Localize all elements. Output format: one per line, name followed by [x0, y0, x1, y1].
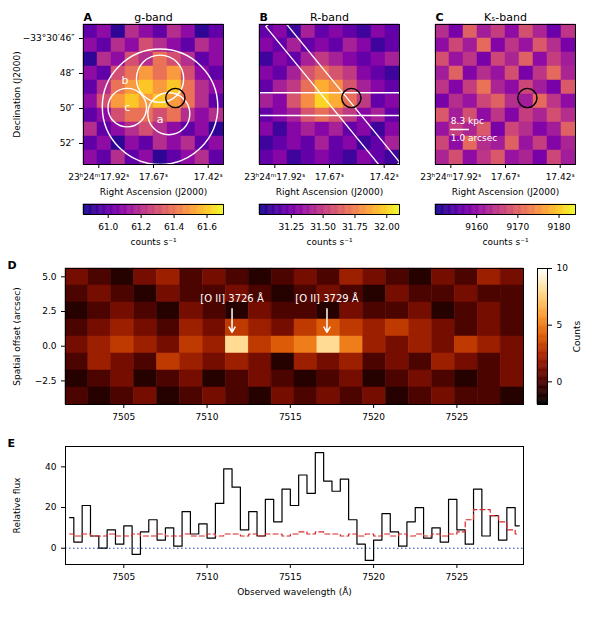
- svg-text:5.0: 5.0: [42, 272, 57, 282]
- svg-text:52″: 52″: [60, 138, 75, 148]
- svg-text:Right Ascension (J2000): Right Ascension (J2000): [276, 187, 383, 197]
- svg-text:7525: 7525: [445, 572, 468, 582]
- svg-text:0: 0: [557, 377, 563, 387]
- svg-text:31.50: 31.50: [310, 222, 336, 232]
- svg-text:61.6: 61.6: [197, 222, 217, 232]
- svg-text:Observed wavelength (Å): Observed wavelength (Å): [237, 586, 352, 597]
- svg-text:7515: 7515: [279, 412, 302, 422]
- svg-text:Right Ascension (J2000): Right Ascension (J2000): [452, 187, 559, 197]
- svg-text:20: 20: [45, 502, 57, 512]
- svg-text:7510: 7510: [196, 412, 219, 422]
- svg-text:7505: 7505: [112, 412, 135, 422]
- svg-text:9160: 9160: [465, 222, 488, 232]
- svg-text:61.4: 61.4: [164, 222, 184, 232]
- svg-text:17.67ˢ: 17.67ˢ: [315, 172, 344, 182]
- svg-text:7525: 7525: [445, 412, 468, 422]
- svg-text:Relative flux: Relative flux: [12, 477, 22, 534]
- svg-text:counts s⁻¹: counts s⁻¹: [131, 237, 177, 247]
- svg-text:61.0: 61.0: [98, 222, 118, 232]
- svg-text:c: c: [124, 101, 130, 114]
- svg-text:17.67ˢ: 17.67ˢ: [491, 172, 520, 182]
- svg-text:Counts: Counts: [572, 320, 582, 352]
- svg-text:g-band: g-band: [134, 11, 173, 24]
- svg-text:7520: 7520: [362, 412, 385, 422]
- svg-text:17.42ˢ: 17.42ˢ: [194, 172, 223, 182]
- svg-text:C: C: [436, 11, 444, 24]
- svg-text:Kₛ-band: Kₛ-band: [484, 11, 527, 24]
- svg-text:counts s⁻¹: counts s⁻¹: [483, 237, 529, 247]
- svg-text:17.67ˢ: 17.67ˢ: [139, 172, 168, 182]
- svg-text:10: 10: [557, 263, 569, 273]
- svg-text:23ʰ24ᵐ17.92ˢ: 23ʰ24ᵐ17.92ˢ: [244, 172, 305, 182]
- svg-text:−2.5: −2.5: [35, 376, 57, 386]
- svg-text:32.00: 32.00: [374, 222, 400, 232]
- svg-text:40: 40: [45, 462, 57, 472]
- svg-text:2.5: 2.5: [42, 306, 56, 316]
- svg-text:31.25: 31.25: [278, 222, 304, 232]
- svg-text:9180: 9180: [548, 222, 571, 232]
- svg-text:23ʰ24ᵐ17.92ˢ: 23ʰ24ᵐ17.92ˢ: [68, 172, 129, 182]
- svg-text:7510: 7510: [196, 572, 219, 582]
- svg-text:48″: 48″: [60, 68, 75, 78]
- svg-text:7515: 7515: [279, 572, 302, 582]
- svg-text:7505: 7505: [112, 572, 135, 582]
- svg-text:A: A: [84, 11, 93, 24]
- svg-text:9170: 9170: [506, 222, 529, 232]
- svg-text:R-band: R-band: [310, 11, 349, 24]
- svg-text:−33°30′46″: −33°30′46″: [23, 33, 75, 43]
- svg-text:D: D: [8, 259, 17, 272]
- svg-text:0: 0: [51, 543, 57, 553]
- svg-text:B: B: [260, 11, 268, 24]
- svg-text:5: 5: [557, 320, 563, 330]
- svg-text:31.75: 31.75: [342, 222, 368, 232]
- svg-text:8.3 kpc: 8.3 kpc: [451, 116, 484, 126]
- svg-text:23ʰ24ᵐ17.92ˢ: 23ʰ24ᵐ17.92ˢ: [420, 172, 481, 182]
- svg-text:a: a: [157, 113, 164, 126]
- svg-text:7520: 7520: [362, 572, 385, 582]
- svg-text:Declination (J2000): Declination (J2000): [12, 51, 22, 137]
- svg-text:50″: 50″: [60, 103, 75, 113]
- svg-text:E: E: [8, 437, 16, 450]
- svg-text:0.0: 0.0: [42, 341, 57, 351]
- svg-text:1.0 arcsec: 1.0 arcsec: [451, 133, 497, 143]
- svg-text:61.2: 61.2: [131, 222, 151, 232]
- svg-text:Right Ascension (J2000): Right Ascension (J2000): [100, 187, 207, 197]
- svg-text:17.42ˢ: 17.42ˢ: [546, 172, 575, 182]
- svg-text:[O II] 3726 Å: [O II] 3726 Å: [200, 292, 264, 304]
- svg-text:[O II] 3729 Å: [O II] 3729 Å: [295, 292, 359, 304]
- svg-text:b: b: [122, 74, 129, 87]
- svg-text:17.42ˢ: 17.42ˢ: [370, 172, 399, 182]
- svg-text:counts s⁻¹: counts s⁻¹: [307, 237, 353, 247]
- svg-text:Spatial offset (arcsec): Spatial offset (arcsec): [12, 287, 22, 385]
